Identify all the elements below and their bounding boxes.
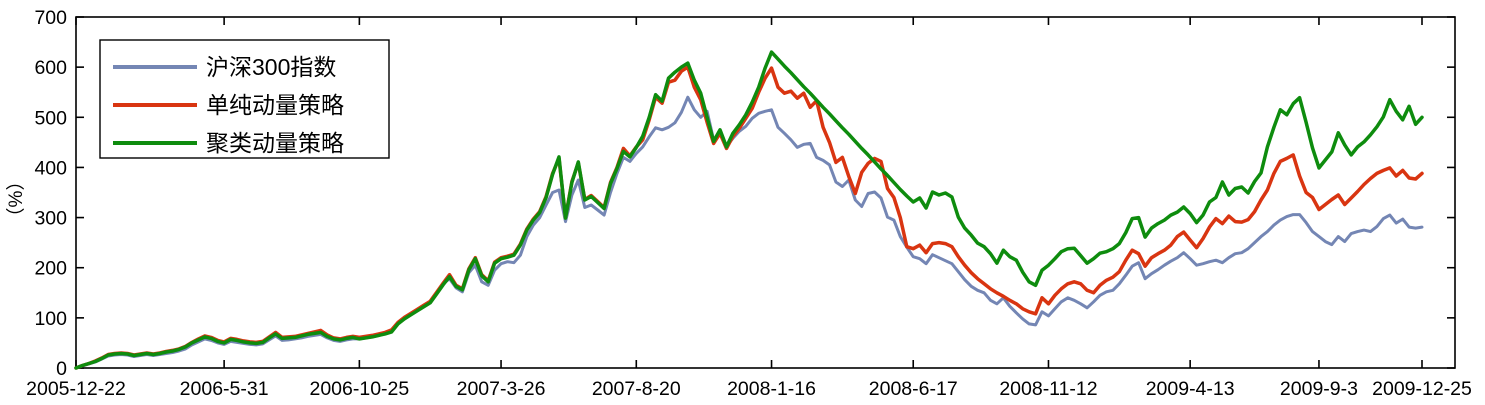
- legend-label-1: 沪深300指数: [206, 54, 336, 80]
- y-tick-label: 600: [34, 57, 67, 79]
- x-tick-label: 2008-11-12: [999, 378, 1097, 400]
- series-line-csi300: [74, 95, 1424, 370]
- y-tick-label: 100: [34, 308, 67, 330]
- x-tick-label: 2009-12-25: [1372, 378, 1472, 400]
- x-tick-label: 2007-8-20: [592, 378, 681, 400]
- y-axis-label: （%）: [5, 172, 27, 227]
- x-tick-label: 2005-12-22: [26, 378, 126, 400]
- legend-box: [99, 39, 390, 159]
- x-tick-label: 2008-1-16: [727, 378, 816, 400]
- x-tick-label: 2006-5-31: [180, 378, 269, 400]
- y-tick-label: 400: [34, 157, 67, 179]
- x-tick-label: 2006-10-25: [309, 378, 409, 400]
- series-line-cluster-momentum: [74, 50, 1424, 370]
- x-tick-label: 2007-3-26: [457, 378, 546, 400]
- x-tick-label: 2009-9-3: [1280, 378, 1358, 400]
- x-tick-label: 2008-6-17: [869, 378, 958, 400]
- x-tick-label: 2009-4-13: [1146, 378, 1235, 400]
- y-tick-label: 700: [34, 7, 67, 29]
- legend-label-2: 单纯动量策略: [206, 92, 344, 118]
- axes-box: [75, 16, 1456, 369]
- y-tick-label: 200: [34, 258, 67, 280]
- legend-label-3: 聚类动量策略: [206, 130, 344, 156]
- y-tick-label: 300: [34, 208, 67, 230]
- y-tick-label: 500: [34, 107, 67, 129]
- y-tick-label: 0: [56, 358, 67, 380]
